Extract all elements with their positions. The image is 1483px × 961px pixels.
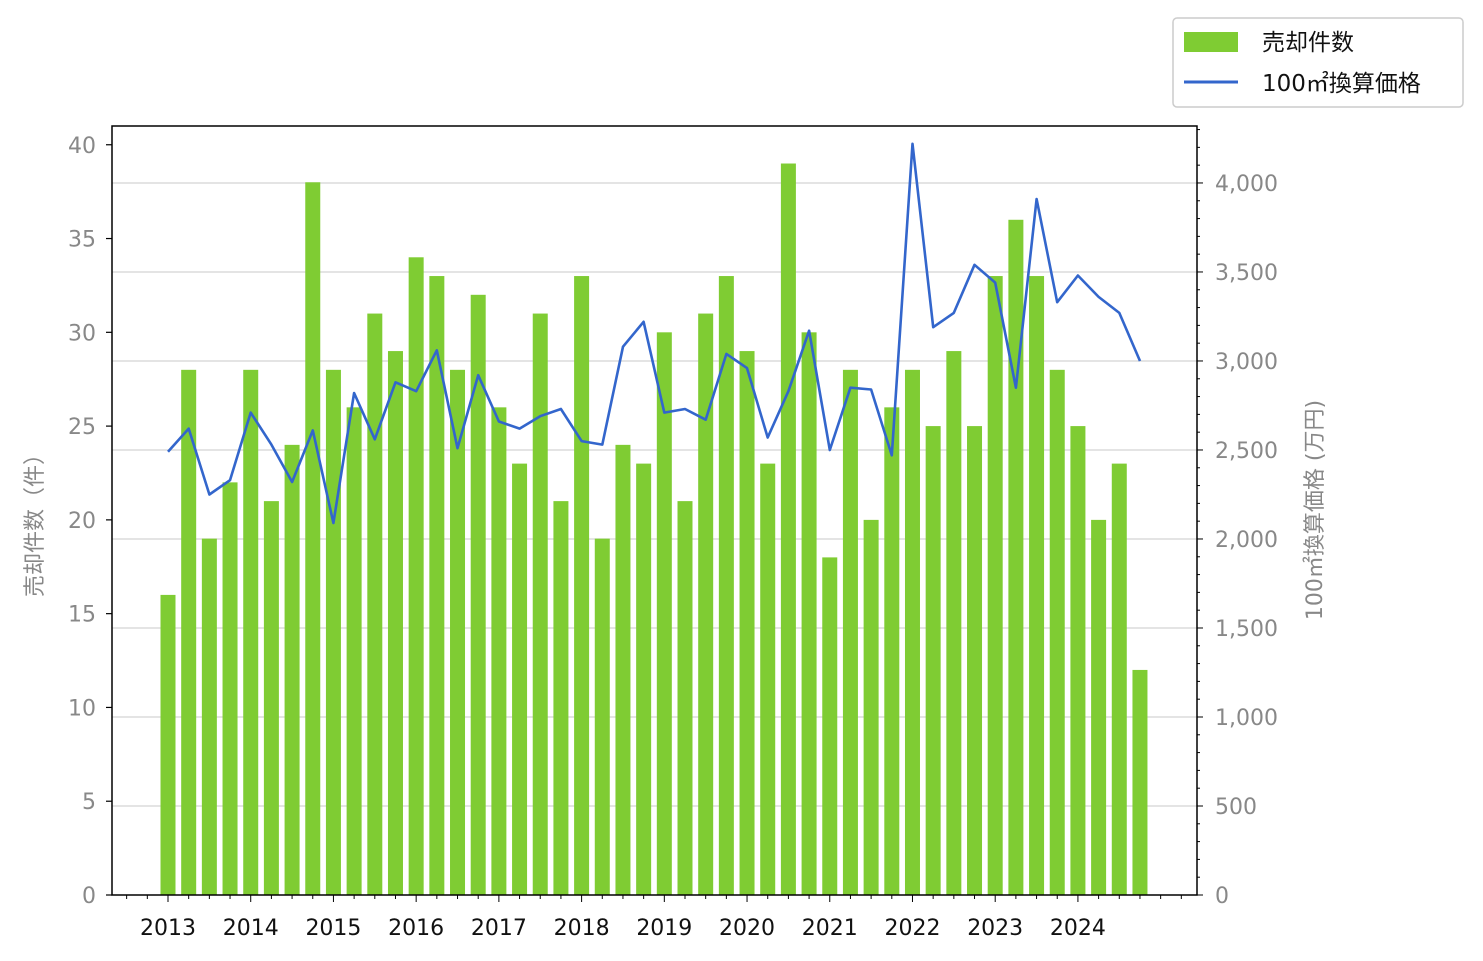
right-axis-title: 100㎡換算価格 (万円)	[1302, 400, 1328, 620]
x-tick-label: 2016	[388, 916, 444, 941]
left-tick-label: 35	[68, 228, 96, 253]
bar	[553, 501, 569, 895]
right-tick-label: 1,000	[1215, 706, 1278, 731]
bar	[884, 407, 900, 895]
bar	[946, 351, 962, 895]
bar	[904, 369, 920, 896]
left-tick-label: 0	[82, 884, 96, 909]
bar	[698, 313, 714, 895]
left-tick-label: 5	[82, 790, 96, 815]
bar	[1070, 426, 1086, 895]
x-tick-label: 2020	[719, 916, 775, 941]
bar	[636, 463, 652, 895]
bar	[284, 444, 300, 895]
bar	[263, 501, 279, 895]
x-axis-ticks: 2013 2014 2015 2016 2017 2018 2019 2020 2021 2022…	[126, 895, 1182, 941]
x-tick-label: 2017	[471, 916, 527, 941]
plot-frame	[111, 125, 1198, 896]
legend-line-label: 100㎡換算価格	[1262, 71, 1421, 97]
right-axis-ticks: 0 500 1,000 1,500 2,000 2,500 3,000 3,500 4,000	[1197, 129, 1278, 909]
bar	[1029, 276, 1045, 895]
left-tick-label: 15	[68, 603, 96, 628]
x-tick-label: 2023	[967, 916, 1023, 941]
right-tick-label: 2,500	[1215, 439, 1278, 464]
bar	[243, 369, 259, 896]
left-tick-label: 25	[68, 415, 96, 440]
bar	[181, 369, 197, 896]
bar-series	[160, 163, 1148, 896]
right-tick-label: 500	[1215, 795, 1257, 820]
bar	[863, 519, 879, 895]
bar	[1008, 219, 1024, 895]
left-axis-title: 売却件数（件）	[23, 443, 48, 597]
x-tick-label: 2021	[802, 916, 858, 941]
bar	[470, 294, 486, 895]
axes	[111, 125, 1198, 896]
x-tick-label: 2022	[884, 916, 940, 941]
right-tick-label: 2,000	[1215, 528, 1278, 553]
bar	[429, 276, 445, 895]
bar	[450, 369, 466, 896]
bar	[408, 257, 424, 895]
right-tick-label: 0	[1215, 884, 1229, 909]
bar	[594, 538, 610, 895]
bar	[201, 538, 217, 895]
bar	[325, 369, 341, 896]
left-axis-ticks: 0 5 10 15 20 25 30 35 40	[68, 134, 112, 909]
bar	[491, 407, 507, 895]
bar	[1091, 519, 1107, 895]
left-tick-label: 40	[68, 134, 96, 159]
bar	[367, 313, 383, 895]
left-tick-label: 20	[68, 509, 96, 534]
bar	[801, 332, 817, 895]
bar	[512, 463, 528, 895]
bar	[656, 332, 672, 895]
bar	[780, 163, 796, 895]
x-tick-label: 2014	[223, 916, 279, 941]
bar	[532, 313, 548, 895]
bar	[1049, 369, 1065, 896]
bar	[925, 426, 941, 895]
legend-bar-label: 売却件数	[1262, 30, 1354, 56]
x-tick-label: 2019	[636, 916, 692, 941]
bar	[222, 482, 238, 895]
bar	[987, 276, 1003, 895]
x-tick-label: 2013	[140, 916, 196, 941]
bar	[967, 426, 983, 895]
bar	[1111, 463, 1127, 895]
x-tick-label: 2015	[305, 916, 361, 941]
bar	[718, 276, 734, 895]
right-tick-label: 3,500	[1215, 261, 1278, 286]
left-tick-label: 30	[68, 321, 96, 346]
bar	[305, 182, 321, 895]
right-tick-label: 1,500	[1215, 617, 1278, 642]
right-tick-label: 4,000	[1215, 172, 1278, 197]
right-tick-label: 3,000	[1215, 350, 1278, 375]
legend: 売却件数 100㎡換算価格	[1172, 17, 1464, 108]
legend-bar-swatch	[1184, 32, 1238, 52]
bar	[160, 594, 176, 895]
legend-box	[1172, 17, 1464, 108]
bar	[615, 444, 631, 895]
bar	[842, 369, 858, 896]
bar	[574, 276, 590, 895]
bar	[387, 351, 403, 895]
line-series	[167, 142, 1142, 525]
bar	[739, 351, 755, 895]
bar	[1132, 669, 1148, 895]
x-tick-label: 2018	[554, 916, 610, 941]
left-tick-label: 10	[68, 696, 96, 721]
price-line	[167, 142, 1142, 525]
bar	[822, 557, 838, 895]
bar	[677, 501, 693, 895]
bar	[346, 407, 362, 895]
bar	[760, 463, 776, 895]
x-tick-label: 2024	[1050, 916, 1106, 941]
